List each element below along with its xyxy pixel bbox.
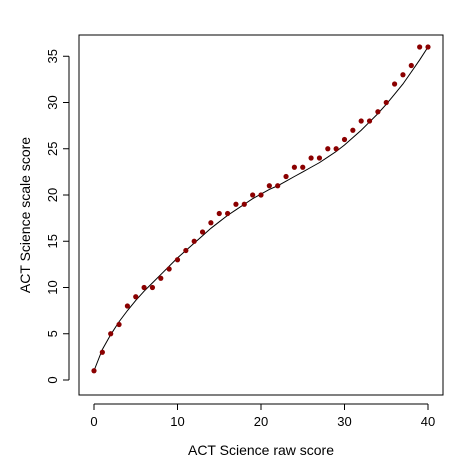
data-point (408, 62, 414, 69)
data-point (383, 99, 389, 106)
data-point (216, 210, 222, 217)
data-point (174, 257, 181, 263)
data-point (158, 275, 164, 281)
x-axis: 0 10 20 30 40 (90, 403, 435, 429)
data-point (250, 192, 256, 198)
y-tick-label: 25 (45, 142, 60, 156)
data-point (99, 349, 105, 355)
data-point (333, 146, 339, 152)
data-point (199, 229, 206, 235)
x-tick-label: 20 (254, 414, 268, 429)
fit-curve (93, 46, 429, 371)
y-axis: 0 5 10 15 20 25 30 35 (45, 49, 70, 384)
data-point (108, 331, 114, 337)
data-point (116, 321, 122, 328)
data-point (300, 164, 306, 170)
x-axis-title: ACT Science raw score (188, 442, 334, 458)
data-point (149, 284, 156, 291)
data-point (341, 136, 348, 143)
data-point (325, 146, 331, 152)
data-point (191, 238, 197, 244)
x-tick-label: 40 (421, 414, 435, 429)
y-tick-label: 5 (45, 330, 60, 337)
data-point (266, 183, 272, 189)
data-point (225, 210, 231, 217)
y-tick-label: 10 (45, 280, 60, 294)
data-point (133, 294, 139, 300)
data-point (316, 155, 323, 161)
data-point (425, 44, 431, 50)
data-point (400, 72, 406, 78)
data-point (417, 44, 423, 50)
data-point (166, 266, 172, 272)
data-point (183, 247, 189, 254)
data-point (124, 303, 130, 309)
x-tick-label: 30 (337, 414, 351, 429)
data-point (141, 284, 147, 291)
data-point (275, 183, 281, 189)
data-point (375, 109, 381, 115)
data-point (283, 173, 289, 180)
plot-frame (78, 34, 444, 396)
data-point (358, 118, 364, 124)
data-point (241, 201, 247, 207)
y-tick-label: 20 (45, 188, 60, 202)
y-tick-label: 15 (45, 234, 60, 248)
data-point (208, 220, 214, 226)
x-tick-label: 0 (90, 414, 97, 429)
data-point (91, 368, 97, 374)
data-point (392, 81, 398, 87)
y-axis-title: ACT Science scale score (17, 137, 33, 293)
data-point (366, 118, 373, 124)
data-point (258, 192, 264, 198)
data-point (233, 201, 239, 207)
y-tick-label: 30 (45, 95, 60, 109)
data-point (291, 164, 297, 170)
data-point (308, 155, 314, 161)
y-tick-label: 35 (45, 49, 60, 63)
y-tick-label: 0 (45, 376, 60, 383)
data-point (350, 127, 356, 133)
data-points (91, 44, 431, 374)
x-tick-label: 10 (170, 414, 184, 429)
